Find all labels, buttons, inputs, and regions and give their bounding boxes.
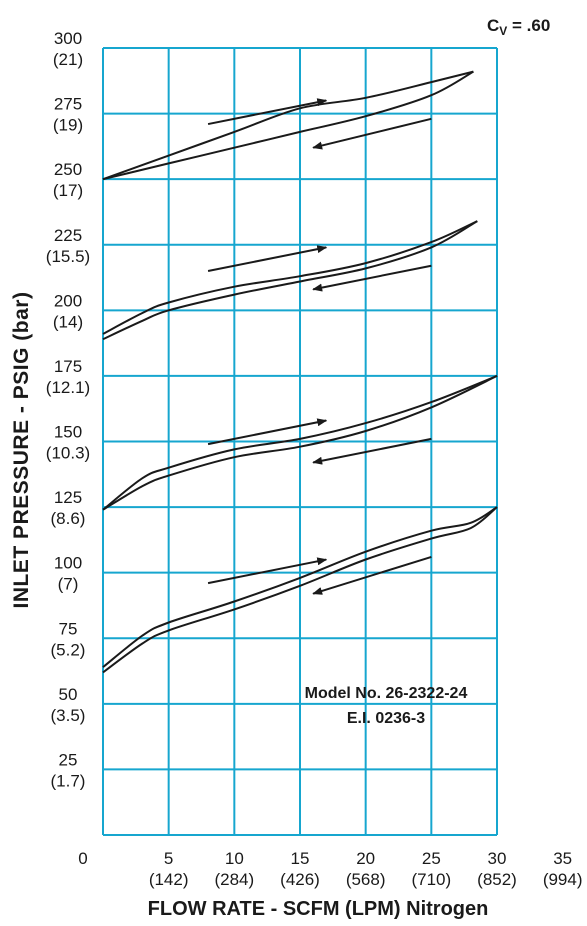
x-tick-7: 35	[553, 849, 572, 868]
grid	[102, 47, 498, 836]
y-tick-bar-8: (15.5)	[46, 247, 90, 266]
y-tick-11: 300	[54, 29, 82, 48]
y-tick-bar-9: (17)	[53, 181, 83, 200]
curve-3	[102, 220, 478, 341]
flow-arrow-7	[312, 555, 432, 595]
x-tick-lpm-7: (994)	[543, 870, 583, 889]
curve-6	[102, 506, 498, 668]
y-tick-bar-7: (14)	[53, 312, 83, 331]
x-tick-lpm-6: (852)	[477, 870, 517, 889]
x-tick-lpm-1: (142)	[149, 870, 189, 889]
y-tick-bar-0: (1.7)	[51, 771, 86, 790]
y-tick-bar-1: (3.5)	[51, 706, 86, 725]
x-tick-lpm-2: (284)	[214, 870, 254, 889]
curve-1	[102, 70, 474, 181]
curve-2	[102, 220, 478, 335]
y-tick-bar-10: (19)	[53, 116, 83, 135]
x-tick-5: 25	[422, 849, 441, 868]
flow-arrow-0	[207, 98, 328, 126]
y-tick-4: 125	[54, 488, 82, 507]
y-tick-3: 100	[54, 554, 82, 573]
x-axis-label: FLOW RATE - SCFM (LPM) Nitrogen	[148, 898, 489, 920]
x-tick-1: 5	[164, 849, 173, 868]
y-tick-8: 225	[54, 226, 82, 245]
y-tick-bar-11: (21)	[53, 50, 83, 69]
y-tick-bar-2: (5.2)	[51, 640, 86, 659]
y-tick-9: 250	[54, 160, 82, 179]
y-tick-10: 275	[54, 95, 82, 114]
y-tick-2: 75	[59, 619, 78, 638]
x-tick-6: 30	[488, 849, 507, 868]
y-tick-bar-4: (8.6)	[51, 509, 86, 528]
x-tick-lpm-5: (710)	[411, 870, 451, 889]
y-tick-bar-3: (7)	[58, 575, 79, 594]
curves	[102, 70, 498, 674]
y-tick-7: 200	[54, 291, 82, 310]
y-tick-6: 175	[54, 357, 82, 376]
curve-0	[102, 70, 474, 181]
flow-arrow-3	[312, 264, 432, 292]
x-tick-lpm-4: (568)	[346, 870, 386, 889]
y-tick-bar-6: (12.1)	[46, 378, 90, 397]
cv-label: CV = .60	[487, 16, 550, 38]
flow-arrow-5	[312, 437, 432, 465]
y-tick-0: 25	[59, 750, 78, 769]
y-tick-bar-5: (10.3)	[46, 444, 90, 463]
model-number: Model No. 26-2322-24	[305, 685, 468, 702]
y-tick-1: 50	[59, 685, 78, 704]
model-ei: E.I. 0236-3	[347, 710, 425, 727]
y-tick-5: 150	[54, 423, 82, 442]
flow-arrow-1	[312, 117, 432, 150]
x-tick-lpm-3: (426)	[280, 870, 320, 889]
y-tick-labels: 25 (1.7) 50 (3.5) 75 (5.2) 100 (7) 125 (8.6) 150 (1…	[46, 29, 90, 790]
x-tick-0: 0	[78, 849, 87, 868]
curve-7	[102, 506, 498, 674]
x-tick-3: 15	[291, 849, 310, 868]
x-tick-4: 20	[356, 849, 375, 868]
x-tick-2: 10	[225, 849, 244, 868]
flow-arrow-2	[207, 245, 328, 272]
direction-arrows	[207, 98, 432, 595]
flow-arrow-4	[207, 418, 328, 446]
curve-4	[102, 374, 498, 511]
x-tick-labels: 0 5 (142) 10 (284) 15 (426) 20 (568) 25 (710) 30 (85…	[78, 849, 582, 889]
flow-arrow-6	[207, 557, 328, 585]
y-axis-label: INLET PRESSURE - PSIG (bar)	[10, 292, 33, 609]
curve-5	[102, 375, 498, 511]
